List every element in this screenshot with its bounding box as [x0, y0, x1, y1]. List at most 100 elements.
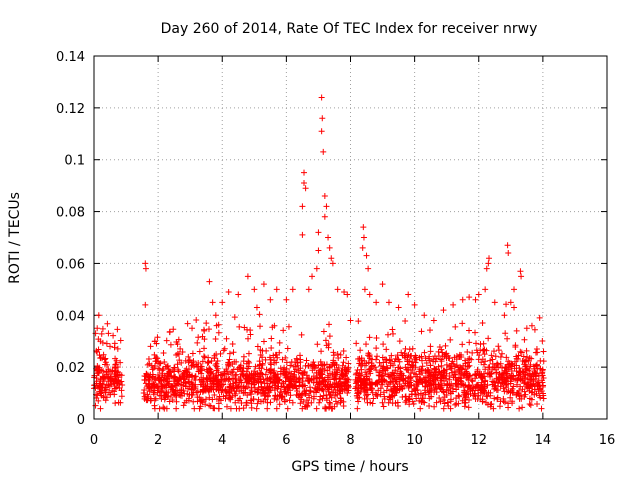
data-point [239, 371, 246, 378]
data-point [368, 385, 375, 392]
data-point [370, 395, 377, 402]
data-point [337, 378, 344, 385]
data-point [447, 390, 454, 397]
data-point [110, 332, 117, 339]
data-point [252, 371, 259, 378]
data-point [511, 304, 518, 311]
data-point [194, 339, 201, 346]
data-point [271, 367, 278, 374]
data-point [511, 358, 518, 365]
data-point [205, 326, 212, 333]
data-point [395, 364, 402, 371]
data-point [446, 355, 453, 362]
data-point [315, 370, 322, 377]
data-point [474, 368, 481, 375]
data-point [419, 395, 426, 402]
data-point [367, 355, 374, 362]
data-point [315, 378, 322, 385]
data-point [101, 356, 108, 363]
data-point [300, 371, 307, 378]
data-point [115, 377, 122, 384]
data-point [225, 359, 232, 366]
data-point [299, 381, 306, 388]
data-point [475, 387, 482, 394]
data-point [385, 299, 392, 306]
data-point [314, 341, 321, 348]
data-point [264, 375, 271, 382]
data-point [178, 359, 185, 366]
data-point [428, 369, 435, 376]
data-point [161, 405, 168, 412]
data-point [326, 321, 333, 328]
data-point [491, 395, 498, 402]
data-point [180, 402, 187, 409]
data-point [174, 366, 181, 373]
data-point [418, 328, 425, 335]
data-point [425, 367, 432, 374]
data-point [164, 378, 171, 385]
data-point [283, 359, 290, 366]
data-point [97, 390, 104, 397]
data-point [144, 371, 151, 378]
data-point [528, 322, 535, 329]
data-point [365, 352, 372, 359]
data-point [505, 404, 512, 411]
data-point [240, 358, 247, 365]
data-point [186, 391, 193, 398]
data-point [389, 369, 396, 376]
data-point [375, 387, 382, 394]
x-tick-label: 10 [406, 433, 423, 448]
data-point [519, 404, 526, 411]
data-point [229, 340, 236, 347]
data-point [367, 399, 374, 406]
data-point [115, 399, 122, 406]
data-point [226, 350, 233, 357]
data-point [493, 369, 500, 376]
data-point [215, 400, 222, 407]
data-point [206, 402, 213, 409]
data-point [431, 376, 438, 383]
data-point [363, 252, 370, 259]
data-point [272, 372, 279, 379]
data-point [360, 224, 367, 231]
data-point [146, 384, 153, 391]
data-point [379, 281, 386, 288]
data-point [395, 304, 402, 311]
data-point [381, 365, 388, 372]
data-point [504, 242, 511, 249]
data-point [100, 394, 107, 401]
data-point [320, 328, 327, 335]
data-point [144, 361, 151, 368]
data-point [518, 349, 525, 356]
data-point [515, 372, 522, 379]
data-point [167, 341, 174, 348]
data-point [464, 384, 471, 391]
data-point [323, 342, 330, 349]
data-point [517, 268, 524, 275]
data-point [496, 403, 503, 410]
data-point [151, 338, 158, 345]
data-point [233, 371, 240, 378]
data-point [376, 372, 383, 379]
data-point [345, 368, 352, 375]
data-point [202, 386, 209, 393]
data-point [175, 368, 182, 375]
data-point [201, 354, 208, 361]
data-point [294, 388, 301, 395]
data-point [347, 317, 354, 324]
data-point [531, 326, 538, 333]
data-point [255, 379, 262, 386]
data-point [459, 320, 466, 327]
data-point [105, 366, 112, 373]
data-point [229, 368, 236, 375]
data-point [495, 347, 502, 354]
data-point [473, 372, 480, 379]
data-point [151, 363, 158, 369]
data-point [230, 384, 237, 391]
data-point [405, 351, 412, 358]
data-point [276, 339, 283, 346]
data-point [330, 357, 337, 364]
data-point [189, 325, 196, 332]
data-point [294, 362, 301, 369]
data-point [423, 360, 430, 367]
